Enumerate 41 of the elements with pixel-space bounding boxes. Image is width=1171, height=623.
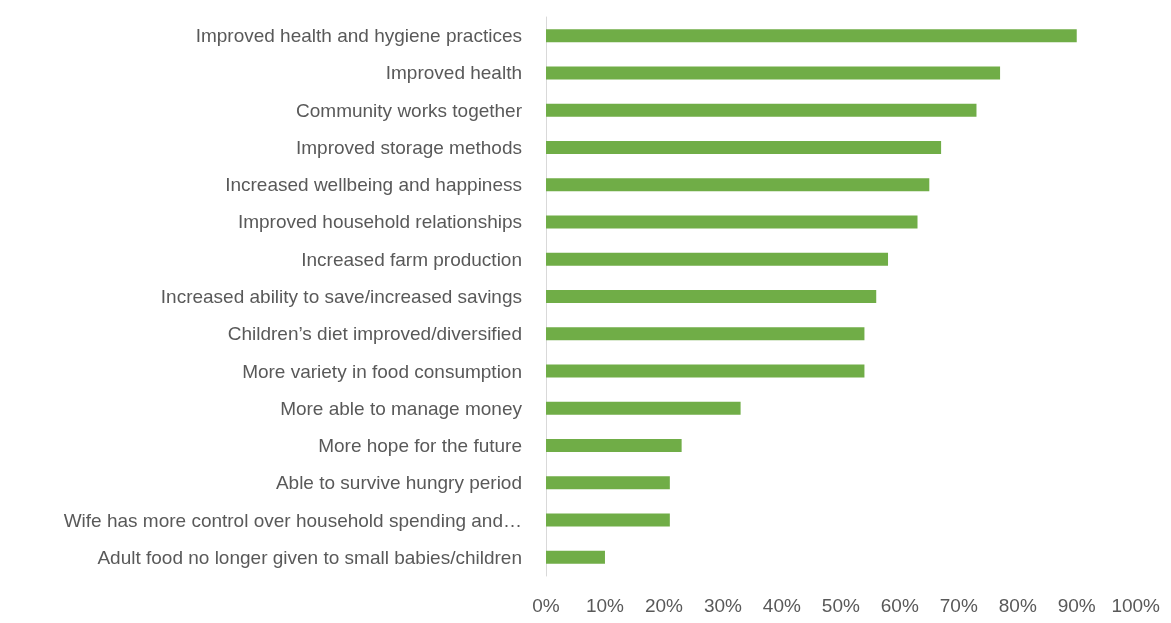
y-tick-label: More hope for the future [318, 435, 522, 457]
y-tick-label: Improved storage methods [295, 136, 522, 158]
bar [546, 252, 889, 266]
bar [546, 29, 1077, 43]
bar [546, 401, 741, 415]
x-tick-label: 50% [821, 595, 860, 616]
x-tick-label: 30% [703, 595, 743, 616]
x-tick-label: 80% [998, 595, 1037, 616]
x-tick-label: 40% [762, 595, 801, 616]
bar [546, 327, 865, 341]
y-tick-label: Increased ability to save/increased savings [160, 286, 522, 307]
bar [546, 140, 942, 154]
x-tick-label: 10% [585, 595, 625, 616]
bar [546, 550, 605, 564]
x-tick-label: 60% [880, 595, 919, 616]
bar [546, 439, 682, 453]
x-tick-label: 90% [1057, 595, 1096, 616]
bar [546, 103, 977, 117]
y-tick-label: Increased wellbeing and happiness [225, 174, 522, 196]
bar [546, 364, 865, 378]
y-tick-label: Wife has more control over household spending and… [63, 509, 522, 531]
bar [546, 66, 1001, 80]
y-tick-label: More variety in food consumption [242, 360, 522, 382]
bar [546, 476, 670, 490]
x-tick-label: 20% [644, 595, 684, 616]
y-tick-label: Improved household relationships [237, 211, 522, 233]
bar [546, 215, 918, 229]
y-tick-label: Able to survive hungry period [275, 472, 522, 494]
y-tick-label: Children’s diet improved/diversified [227, 323, 522, 345]
bar [546, 290, 877, 303]
x-tick-label: 70% [939, 595, 978, 616]
bar [546, 513, 670, 527]
bar [546, 178, 930, 192]
y-tick-label: Improved health and hygiene practices [195, 25, 522, 47]
y-tick-label: Increased farm production [301, 248, 522, 270]
y-tick-label: Improved health [385, 62, 522, 84]
y-tick-label: Adult food no longer given to small babies/children [97, 546, 522, 568]
x-tick-label: 0% [532, 595, 560, 616]
x-tick-label: 100% [1111, 595, 1161, 616]
y-tick-label: Community works together [296, 99, 523, 121]
y-tick-label: More able to manage money [280, 397, 523, 419]
